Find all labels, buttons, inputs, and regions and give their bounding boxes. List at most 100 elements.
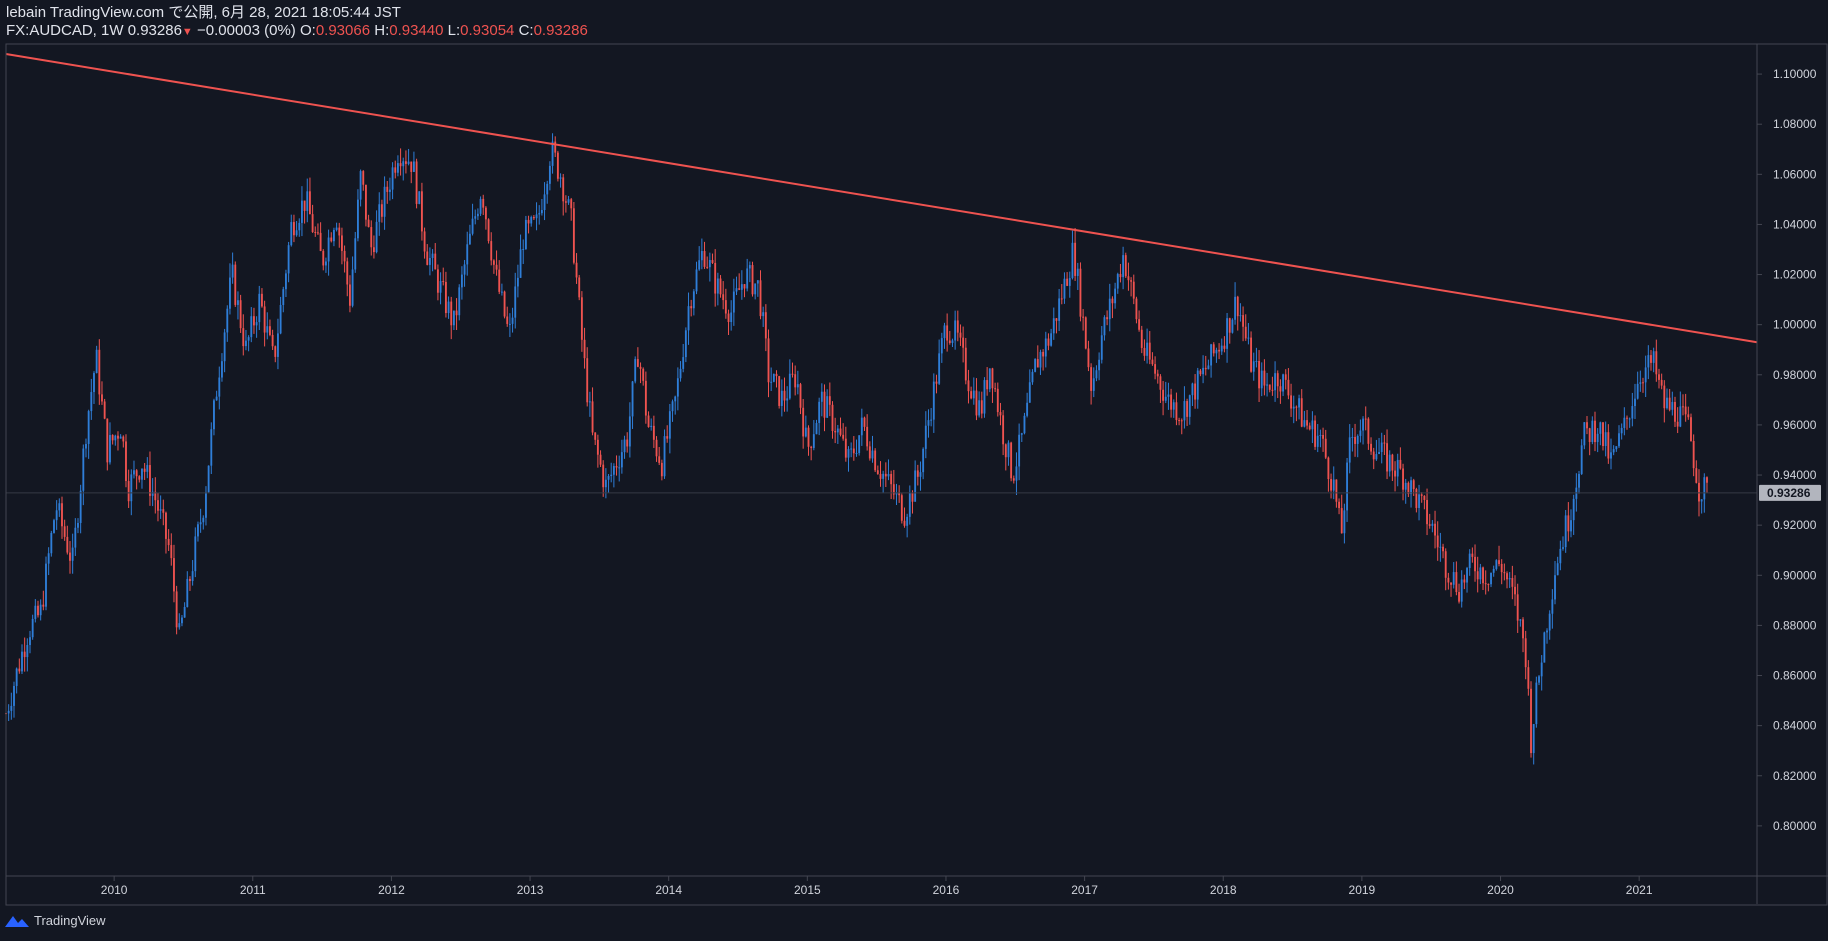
candle-body [1599,422,1602,434]
candle-body [119,436,122,439]
candle-body [1703,477,1706,500]
candle-body [23,651,26,658]
candle-body [836,428,839,433]
x-tick-label: 2012 [378,883,405,897]
candle-body [1330,479,1332,491]
symbol-label[interactable]: FX:AUDCAD, 1W [6,22,124,39]
candle-body [197,524,199,537]
candle-body [1082,316,1085,318]
candle-body [788,373,791,399]
candle-body [858,435,861,453]
candle-body [18,668,21,672]
candle-body [181,617,183,624]
candle-body [1554,575,1556,600]
candle-body [412,161,415,172]
candle-body [594,432,597,440]
candle-body [447,301,450,314]
candle-body [1458,592,1460,602]
candle-body [1386,443,1388,472]
candle-body [1602,422,1604,447]
candle-body [474,216,477,219]
candle-body [1255,360,1258,362]
candle-body [282,289,285,306]
candle-body [740,284,743,290]
trendline[interactable] [5,53,1758,344]
candle-body [1180,420,1183,422]
candle-body [674,396,677,402]
candle-body [642,368,645,381]
x-tick-label: 2014 [655,883,682,897]
candle-body [703,251,706,267]
candle-body [1354,436,1356,444]
candle-body [1124,255,1127,277]
candle-body [458,287,461,316]
candle-body [738,288,741,290]
candle-body [1279,386,1282,392]
candle-body [932,381,935,420]
candle-body [866,426,869,447]
candle-body [1610,452,1612,459]
candle-body [794,374,797,388]
candle-body [916,470,919,477]
candle-body [1426,499,1428,525]
candle-body [255,322,258,326]
candle-body [1527,667,1530,689]
candle-body [724,300,727,314]
candle-body [93,373,95,393]
low-value: 0.93054 [460,22,515,39]
tradingview-logo-icon [5,915,29,927]
last-price: 0.93286 [127,22,182,39]
candle-body [1367,418,1370,444]
candle-body [90,392,93,412]
candle-body [1522,619,1524,639]
candle-body [698,260,701,270]
candle-body [487,219,490,242]
candle-body [1306,420,1308,426]
candle-body [1119,274,1122,278]
candle-body [1650,355,1652,363]
candle-body [948,340,951,343]
candle-body [780,390,783,406]
candle-body [383,186,386,217]
candle-body [719,278,722,295]
candle-body [759,280,762,317]
candle-body [983,380,986,414]
candle-body [991,368,994,389]
candle-body [820,391,823,402]
candle-body [399,163,402,167]
candle-body [1340,508,1343,534]
candle-body [1570,520,1572,532]
candle-body [1463,579,1466,583]
candle-body [1143,347,1146,356]
candle-body [578,277,581,298]
candle-body [1671,401,1674,410]
candle-body [652,425,655,440]
candle-body [1260,370,1263,389]
candle-body [876,470,879,474]
candle-body [716,278,719,294]
candle-body [125,441,127,482]
candle-body [1546,630,1548,633]
candle-body [1628,418,1631,420]
candle-body [946,325,949,341]
candle-body [684,330,687,358]
candle-body [1460,579,1463,602]
candle-body [1300,398,1303,427]
candle-body [151,491,154,496]
candle-body [1442,546,1444,552]
y-tick-label: 1.06000 [1773,167,1817,181]
candle-body [335,227,338,230]
candle-body [1012,478,1015,481]
candle-body [1391,454,1394,471]
candle-body [1156,373,1159,377]
candle-body [1498,560,1500,564]
candle-body [543,194,546,211]
candle-body [354,238,357,270]
candle-body [1343,510,1346,534]
candle-body [1450,582,1452,585]
candle-body [1706,477,1708,483]
candle-body [431,253,434,258]
candle-body [559,177,562,179]
high-label: H: [374,22,390,39]
